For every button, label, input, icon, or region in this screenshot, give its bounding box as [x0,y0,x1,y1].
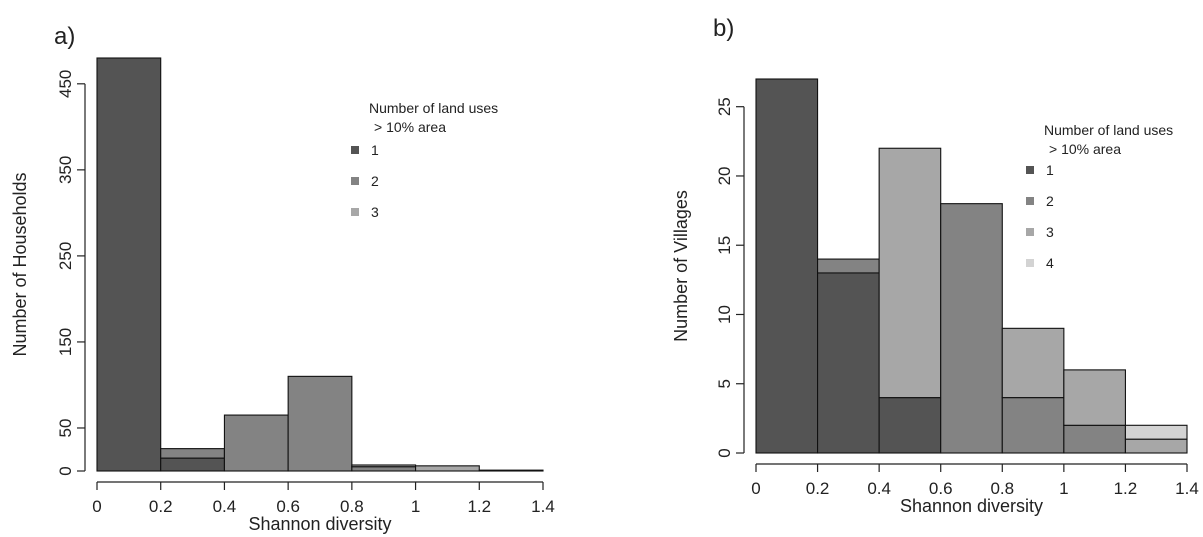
bar-bin3-series-2 [940,203,1003,454]
y-tick-label: 10 [715,305,734,324]
legend-entry-4: 4 [1046,255,1054,271]
legend-entry-3: 3 [371,204,379,220]
legend-entry-3: 3 [1046,224,1054,240]
x-tick-label: 1.4 [1175,479,1199,498]
legend-swatch-1 [351,146,359,154]
bar-bin5-series-3 [415,465,480,472]
y-tick-label: 0 [715,448,734,457]
y-tick-label: 15 [715,236,734,255]
x-axis-label: Shannon diversity [248,514,391,534]
legend-entry-1: 1 [1046,162,1054,178]
y-tick-label: 450 [56,70,75,98]
panel-label: a) [54,23,75,50]
legend-subtitle: > 10% area [374,119,446,135]
x-tick-label: 1.2 [467,497,491,516]
bar-bin3-series-2 [287,375,353,472]
legend-entry-2: 2 [371,173,379,189]
bar-bin6-series-3 [1124,438,1188,454]
x-tick-label: 0.8 [340,497,364,516]
y-tick-label: 250 [56,242,75,270]
bar-bin4-series-3 [1001,327,1065,399]
bar-bin4-series-3 [351,464,417,468]
legend-swatch-4 [1026,259,1034,267]
y-tick-label: 50 [56,419,75,438]
legend-swatch-3 [351,208,359,216]
x-tick-label: 0.4 [213,497,237,516]
x-tick-label: 0 [751,479,760,498]
panel-a-households-histogram: 0 0.2 0.4 0.6 0.8 1 1.2 1.4 Shannon diversity 0 50… [10,23,555,534]
y-axis-label: Number of Households [10,172,30,356]
bar-bin4-series-2 [351,466,417,472]
bar-bin2-series-3 [878,147,942,399]
bar-bin0-series-1 [96,57,162,472]
bar-bin0-series-1 [755,78,819,454]
y-tick-label: 0 [56,466,75,475]
y-axis-label: Number of Villages [671,190,691,342]
bar-bin6-series-4 [1124,424,1188,440]
x-tick-label: 0.2 [149,497,173,516]
x-axis-label: Shannon diversity [900,496,1043,516]
panel-b-villages-histogram: 0 0.2 0.4 0.6 0.8 1 1.2 1.4 Shannon diversity 0 5 1… [671,15,1199,516]
bar-bin1-series-2 [160,448,225,459]
x-tick-label: 1 [1059,479,1068,498]
bar-bin6-series-3 [478,469,544,472]
x-tick-label: 0.2 [806,479,830,498]
y-tick-label: 20 [715,167,734,186]
bar-bin1-series-1 [160,457,225,472]
bar-bin1-series-2 [817,258,880,274]
legend-entry-2: 2 [1046,193,1054,209]
x-tick-label: 0.4 [867,479,891,498]
legend-swatch-1 [1026,166,1034,174]
x-tick-label: 0.8 [990,479,1014,498]
bar-bin1-series-1 [817,272,880,454]
legend-title: Number of land uses [369,100,498,116]
y-tick-label: 5 [715,379,734,388]
y-tick-label: 150 [56,328,75,356]
bar-bin5-series-2 [1063,424,1126,454]
legend-subtitle: > 10% area [1049,141,1121,157]
x-tick-label: 1.4 [531,497,555,516]
legend-title: Number of land uses [1044,122,1173,138]
x-tick-label: 1 [411,497,420,516]
x-tick-label: 0.6 [929,479,953,498]
legend-entry-1: 1 [371,142,379,158]
y-tick-label: 350 [56,156,75,184]
legend-swatch-2 [351,177,359,185]
bar-bin4-series-2 [1001,397,1065,454]
y-tick-label: 25 [715,97,734,116]
x-tick-label: 0 [92,497,101,516]
x-tick-label: 1.2 [1114,479,1138,498]
bar-bin2-series-1 [878,397,942,454]
panel-label: b) [713,15,734,42]
bar-bin5-series-3 [1063,369,1126,426]
x-tick-label: 0.6 [276,497,300,516]
legend-swatch-2 [1026,197,1034,205]
bar-bin2-series-2 [223,414,289,472]
legend-swatch-3 [1026,228,1034,236]
